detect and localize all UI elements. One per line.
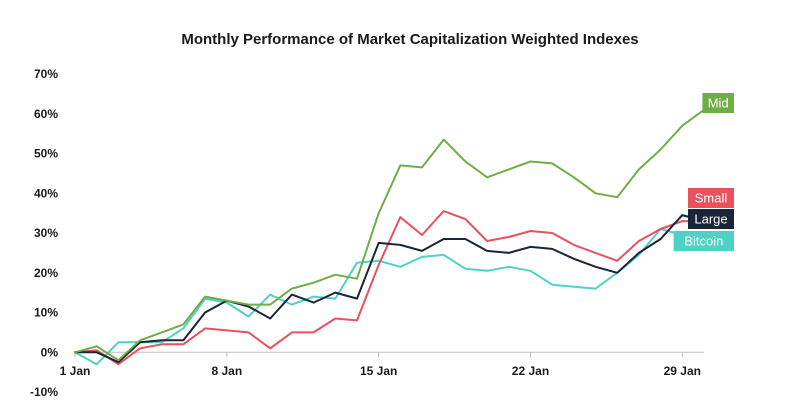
y-tick-label: 10% xyxy=(34,306,58,320)
series-line-small xyxy=(74,210,705,366)
y-tick-label: 50% xyxy=(34,147,58,161)
series-tag-label: Large xyxy=(694,212,727,227)
x-tick-label: 29 Jan xyxy=(664,364,701,378)
series-tag-mid xyxy=(702,93,734,113)
y-tick-label: 0% xyxy=(41,345,59,359)
x-tick-label: 8 Jan xyxy=(211,364,242,378)
series-tag-bitcoin xyxy=(673,231,734,251)
series-tag-large xyxy=(688,209,734,229)
series-line-bitcoin xyxy=(74,228,705,366)
y-tick-label: 20% xyxy=(34,266,58,280)
x-axis: 1 Jan 8 Jan 15 Jan 22 Jan 29 Jan xyxy=(60,351,704,378)
series-line-large xyxy=(74,214,705,364)
series-tag-label: Bitcoin xyxy=(684,234,723,249)
x-tick-label: 1 Jan xyxy=(60,364,91,378)
series-tag-label: Small xyxy=(695,191,728,206)
y-tick-label: 70% xyxy=(34,67,58,81)
y-axis-ticks: 70% 60% 50% 40% 30% 20% 10% 0% -10% xyxy=(30,67,58,399)
series-lines xyxy=(74,108,705,366)
y-tick-label: 60% xyxy=(34,107,58,121)
x-tick-label: 22 Jan xyxy=(512,364,549,378)
series-tag-small xyxy=(688,188,734,208)
series-labels: Mid Small Large Bitcoin xyxy=(673,93,734,251)
y-tick-label: -10% xyxy=(30,385,58,399)
series-tag-label: Mid xyxy=(708,96,729,111)
x-tick-label: 15 Jan xyxy=(360,364,397,378)
y-tick-label: 30% xyxy=(34,226,58,240)
y-tick-label: 40% xyxy=(34,186,58,200)
chart-title: Monthly Performance of Market Capitaliza… xyxy=(181,31,638,48)
series-line-mid xyxy=(74,108,705,362)
